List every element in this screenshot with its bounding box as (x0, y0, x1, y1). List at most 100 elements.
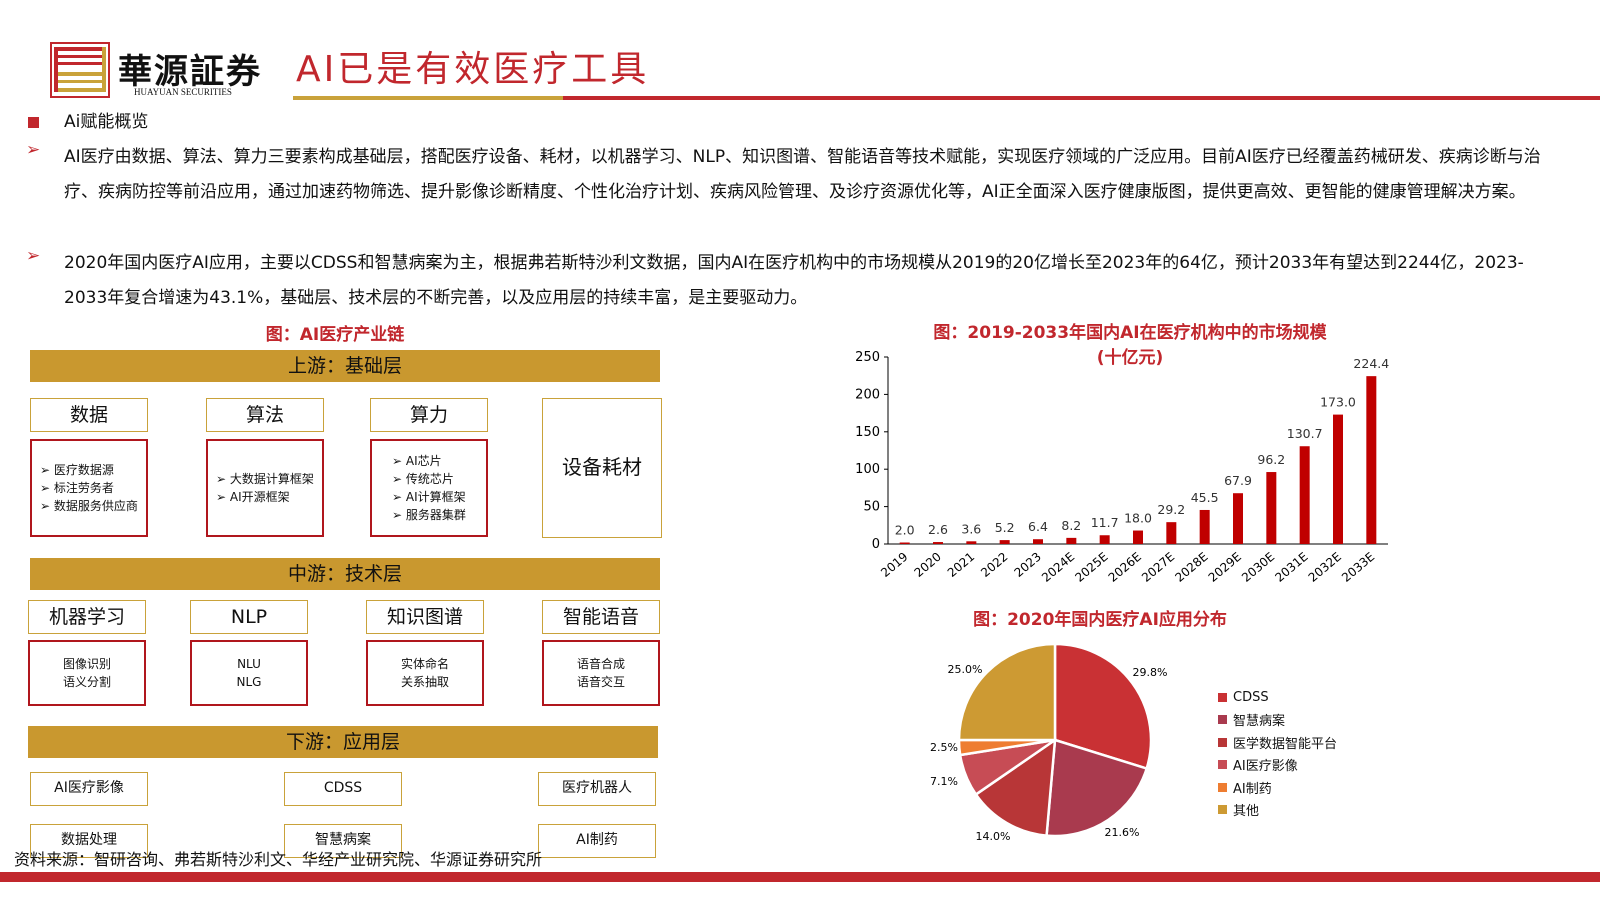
x-tick-label: 2024E (1039, 550, 1077, 585)
legend-item: 医学数据智能平台 (1218, 731, 1337, 754)
pie-slice (974, 737, 1057, 837)
downstream-item: CDSS (284, 772, 402, 806)
legend-swatch (1218, 805, 1227, 815)
pie-legend: CDSS 智慧病案医学数据智能平台 AI医疗影像 AI制药其他 (1218, 686, 1337, 821)
bar (1266, 472, 1277, 544)
bar (899, 542, 910, 544)
bar-chart-subtitle: (十亿元) (1096, 348, 1164, 368)
x-tick-label: 2022 (978, 550, 1010, 580)
bar (1366, 376, 1377, 544)
bar (999, 540, 1010, 544)
y-tick-label: 200 (855, 387, 880, 402)
bar (1033, 539, 1043, 544)
midstream-item-details: 语音合成 语音交互 (542, 640, 660, 706)
paragraph-1: AI医疗由数据、算法、算力三要素构成基础层，搭配医疗设备、耗材，以机器学习、NL… (64, 147, 1541, 202)
midstream-item-details: 实体命名 关系抽取 (366, 640, 484, 706)
section-heading: Ai赋能概览 (64, 112, 149, 132)
arrow-bullet-icon: ➢ (26, 246, 41, 266)
bar (1299, 446, 1310, 544)
x-tick-label: 2029E (1206, 550, 1244, 585)
legend-label: AI医疗影像 (1233, 759, 1298, 775)
pie-slice-label: 25.0% (948, 663, 983, 676)
detail-item: AI芯片 (392, 452, 466, 470)
legend-label: AI制药 (1233, 781, 1272, 797)
legend-item: AI制药 (1218, 776, 1337, 799)
detail-item: 语义分割 (62, 675, 111, 689)
detail-item: 关系抽取 (400, 675, 449, 689)
brand-name: 華源証券 (118, 52, 262, 92)
bar-value-label: 2.0 (895, 523, 915, 538)
pie-chart: 29.8% 21.6% 14.0% 7.1% 2.5% 25.0% (930, 642, 1168, 843)
equipment-box: 设备耗材 (542, 398, 662, 538)
bar-value-label: 130.7 (1287, 426, 1323, 441)
bar-value-label: 3.6 (961, 521, 981, 536)
footer-bar (0, 872, 1600, 882)
detail-item: 语音交互 (576, 675, 625, 689)
detail-item: 实体命名 (400, 657, 449, 671)
pie-slice-label: 2.5% (930, 741, 958, 754)
bar-value-label: 2.6 (928, 522, 948, 537)
bar-value-label: 29.2 (1157, 502, 1185, 517)
pie-slice-label: 7.1% (930, 775, 958, 788)
midstream-item-title: 机器学习 (28, 600, 146, 634)
upstream-item-details: 大数据计算框架AI开源框架 (206, 439, 324, 537)
bar-value-label: 5.2 (995, 520, 1015, 535)
upstream-item-title: 算法 (206, 398, 324, 432)
bar-chart-title: 图：2019-2033年国内AI在医疗机构中的市场规模 (933, 323, 1327, 343)
bar-value-label: 67.9 (1224, 473, 1252, 488)
pie-slice-label: 21.6% (1105, 826, 1140, 839)
header-divider (293, 96, 563, 100)
bar (966, 541, 977, 544)
pie-slice (957, 642, 1057, 742)
midstream-band: 中游：技术层 (30, 558, 660, 590)
pie-slice-label: 14.0% (976, 830, 1011, 843)
pie-slice-label: 29.8% (1133, 666, 1168, 679)
midstream-item-details: NLU NLG (190, 640, 308, 706)
brand-name-en: HUAYUAN SECURITIES (134, 87, 232, 97)
detail-item: 语音合成 (576, 657, 625, 671)
detail-item: 数据服务供应商 (40, 497, 138, 515)
pie-chart-title: 图：2020年国内医疗AI应用分布 (973, 610, 1227, 630)
bar (1233, 493, 1243, 544)
detail-item: 服务器集群 (392, 506, 466, 524)
diagram-caption: 图：AI医疗产业链 (265, 325, 405, 345)
detail-item: AI开源框架 (216, 488, 314, 506)
legend-label: 医学数据智能平台 (1233, 736, 1338, 752)
x-tick-label: 2030E (1239, 550, 1277, 585)
y-tick-label: 150 (855, 425, 880, 440)
x-tick-label: 2020 (912, 550, 944, 580)
legend-item: 智慧病案 (1218, 709, 1337, 732)
huayuan-logo-icon (50, 42, 110, 98)
downstream-item: 智慧病案 (284, 824, 402, 858)
midstream-item-title: 智能语音 (542, 600, 660, 634)
bar (1333, 414, 1343, 544)
bar (1099, 535, 1110, 544)
x-tick-label: 2026E (1106, 550, 1144, 585)
bar-value-label: 173.0 (1320, 395, 1356, 410)
upstream-item-title: 数据 (30, 398, 148, 432)
detail-item: NLU (237, 657, 261, 671)
pie-slice (1053, 642, 1153, 771)
bar-value-label: 8.2 (1061, 518, 1081, 533)
legend-swatch (1218, 715, 1227, 725)
detail-item: 图像识别 (62, 657, 111, 671)
x-tick-label: 2031E (1272, 550, 1310, 585)
bar-value-label: 18.0 (1124, 511, 1152, 526)
bar (1199, 509, 1210, 544)
legend-swatch (1218, 737, 1227, 747)
detail-item: AI计算框架 (392, 488, 466, 506)
bar-chart: 0 50 100 150 200 250 2.0 2019 2.6 2020 3.6 2021 5.2 2… (855, 350, 1389, 585)
paragraph-2: 2020年国内医疗AI应用，主要以CDSS和智慧病案为主，根据弗若斯特沙利文数据… (64, 253, 1524, 308)
upstream-item-details: AI芯片传统芯片AI计算框架服务器集群 (370, 439, 488, 537)
y-tick-label: 100 (855, 462, 880, 477)
detail-item: 标注劳务者 (40, 479, 138, 497)
detail-item: NLG (236, 675, 262, 689)
downstream-item: 医疗机器人 (538, 772, 656, 806)
detail-item: 医疗数据源 (40, 461, 138, 479)
downstream-band: 下游：应用层 (28, 726, 658, 758)
y-tick-label: 50 (863, 500, 880, 515)
legend-item: 其他 (1218, 799, 1337, 822)
legend-item: CDSS (1218, 686, 1337, 709)
bar (933, 542, 943, 544)
bar (1066, 537, 1077, 544)
